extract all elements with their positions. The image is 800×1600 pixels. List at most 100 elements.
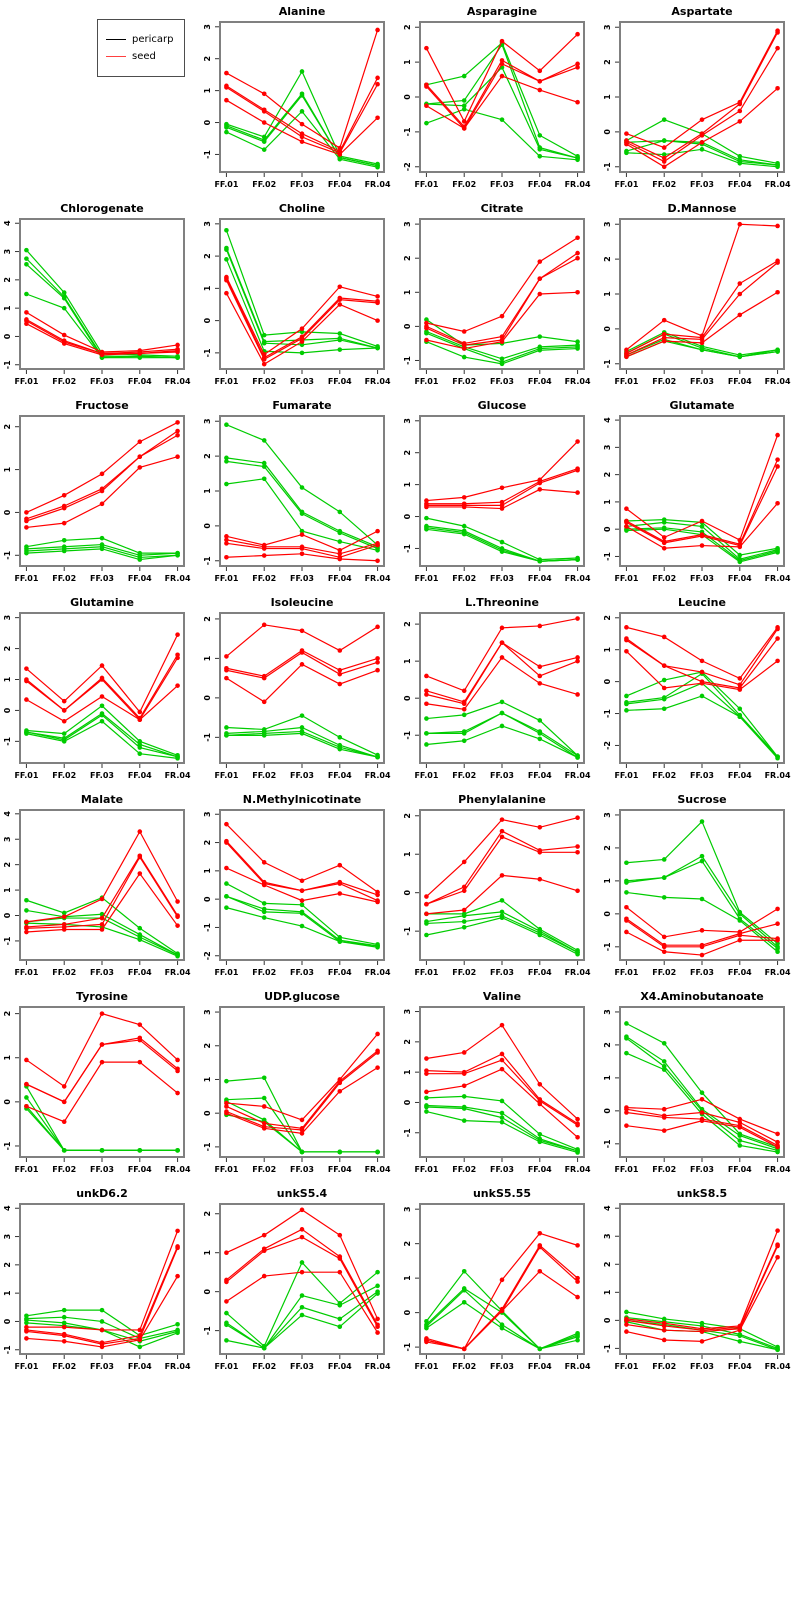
panel-title: Choline	[279, 202, 325, 215]
y-tick-label: -1	[403, 544, 412, 553]
y-tick-label: 4	[603, 1205, 612, 1211]
seed-data-point	[337, 891, 343, 896]
seed-data-point	[775, 921, 780, 927]
chart-panel-D.Mannose: D.Mannose -1 0 1 2 3 FF.01 FF.02 FF.03 FF.04 FR.04	[600, 197, 800, 394]
x-tick-label: FF.03	[290, 574, 314, 583]
seed-data-point	[175, 349, 180, 355]
y-tick-label: 3	[3, 836, 12, 842]
pericarp-data-point	[337, 530, 343, 536]
seed-data-point	[375, 81, 380, 87]
seed-data-point	[661, 1128, 667, 1133]
plot-box	[219, 415, 385, 567]
pericarp-data-point	[699, 1090, 705, 1096]
x-tick-label: FF.04	[128, 1362, 152, 1371]
pericarp-data-point	[699, 693, 705, 699]
seed-data-point	[424, 498, 429, 503]
seed-data-point	[24, 1057, 29, 1063]
pericarp-data-point	[299, 911, 305, 916]
pericarp-data-point	[661, 696, 667, 702]
seed-data-point	[461, 1346, 467, 1352]
panel-svg-L.Threonine: L.Threonine -1 0 1 2 FF.01 FF.02 FF.03 FF.04 FR.0…	[403, 596, 591, 780]
seed-data-point	[175, 342, 180, 348]
x-tick-label: FF.01	[614, 1362, 638, 1371]
seed-data-point	[375, 542, 380, 548]
x-tick-label: FR.04	[765, 180, 791, 189]
x-tick-label: FF.04	[528, 1165, 552, 1174]
seed-data-point	[661, 1337, 667, 1343]
x-tick-label: FF.01	[414, 377, 438, 386]
pericarp-line-swatch	[106, 39, 126, 40]
x-tick-label: FF.04	[528, 377, 552, 386]
x-tick-label: FF.04	[728, 771, 752, 780]
x-tick-label: FF.02	[452, 1165, 476, 1174]
seed-data-point	[661, 1106, 667, 1112]
seed-data-point	[537, 1268, 543, 1274]
panel-svg-Glutamine: Glutamine -1 0 1 2 3 FF.01 FF.02 FF.03 FF.04 FR.04	[3, 596, 191, 780]
y-tick-label: 0	[403, 513, 412, 519]
seed-data-point	[537, 664, 543, 670]
pericarp-data-point	[224, 129, 229, 135]
seed-data-point	[661, 164, 667, 170]
seed-data-point	[624, 1329, 629, 1334]
seed-data-point	[775, 457, 780, 462]
pericarp-data-point	[575, 1150, 580, 1155]
panel-title: Glutamate	[670, 399, 735, 412]
pericarp-data-point	[299, 902, 305, 908]
y-tick-label: 1	[3, 1290, 12, 1296]
seed-data-point	[737, 1116, 743, 1122]
y-tick-label: 1	[603, 1075, 612, 1081]
pericarp-data-point	[224, 1338, 229, 1343]
pericarp-data-point	[737, 706, 743, 712]
panel-title: Fumarate	[272, 399, 331, 412]
plot-box	[619, 415, 785, 567]
panel-svg-Chlorogenate: Chlorogenate -1 0 1 2 3 4 FF.01 FF.02 FF.03 FF.04 F…	[3, 202, 191, 386]
legend-label-pericarp: pericarp	[132, 34, 174, 45]
x-tick-label: FF.01	[214, 377, 238, 386]
y-tick-label: 3	[3, 615, 12, 621]
seed-data-point	[137, 1337, 143, 1343]
pericarp-series-line	[226, 424, 378, 546]
panel-svg-UDP.glucose: UDP.glucose -1 0 1 2 3 FF.01 FF.02 FF.03 FF.04 FR.…	[203, 990, 391, 1174]
plot-box	[419, 1203, 585, 1355]
seed-data-point	[137, 465, 143, 470]
seed-data-point	[624, 520, 629, 525]
y-tick-label: 0	[203, 119, 212, 125]
x-tick-label: FF.03	[290, 1165, 314, 1174]
seed-data-point	[375, 660, 380, 665]
x-tick-label: FF.01	[414, 574, 438, 583]
seed-data-point	[299, 336, 305, 341]
x-tick-label: FF.02	[52, 968, 76, 977]
seed-data-point	[624, 1318, 629, 1323]
y-tick-label: 1	[3, 1055, 12, 1061]
pericarp-data-point	[737, 911, 743, 917]
x-tick-label: FF.02	[252, 180, 276, 189]
pericarp-data-point	[261, 438, 267, 443]
x-tick-label: FF.03	[90, 968, 114, 977]
seed-data-point	[775, 1243, 780, 1249]
pericarp-data-point	[224, 1310, 229, 1316]
y-tick-label: 2	[603, 256, 612, 262]
pericarp-data-point	[299, 713, 305, 718]
seed-data-point	[775, 937, 780, 943]
seed-data-point	[661, 159, 667, 164]
seed-data-point	[337, 681, 343, 687]
seed-data-point	[661, 545, 667, 551]
pericarp-data-point	[224, 481, 229, 487]
pericarp-data-point	[224, 733, 229, 738]
seed-data-point	[461, 888, 467, 894]
x-tick-label: FF.04	[728, 180, 752, 189]
seed-data-point	[624, 929, 629, 935]
panel-svg-unkS8.5: unkS8.5 -1 0 1 2 3 4 FF.01 FF.02 FF.03 FF.04 FR.04	[603, 1187, 791, 1371]
y-tick-label: 1	[203, 655, 212, 661]
x-tick-label: FF.03	[90, 771, 114, 780]
y-tick-label: 0	[203, 896, 212, 902]
x-tick-label: FF.04	[528, 968, 552, 977]
pericarp-data-point	[737, 1333, 743, 1339]
seed-data-point	[24, 1329, 29, 1334]
pericarp-data-point	[99, 1319, 105, 1324]
y-tick-label: 2	[403, 1241, 412, 1247]
seed-series-line	[226, 1033, 379, 1121]
y-tick-label: 1	[403, 851, 412, 857]
y-tick-label: 1	[403, 1069, 412, 1075]
seed-data-point	[499, 625, 505, 631]
